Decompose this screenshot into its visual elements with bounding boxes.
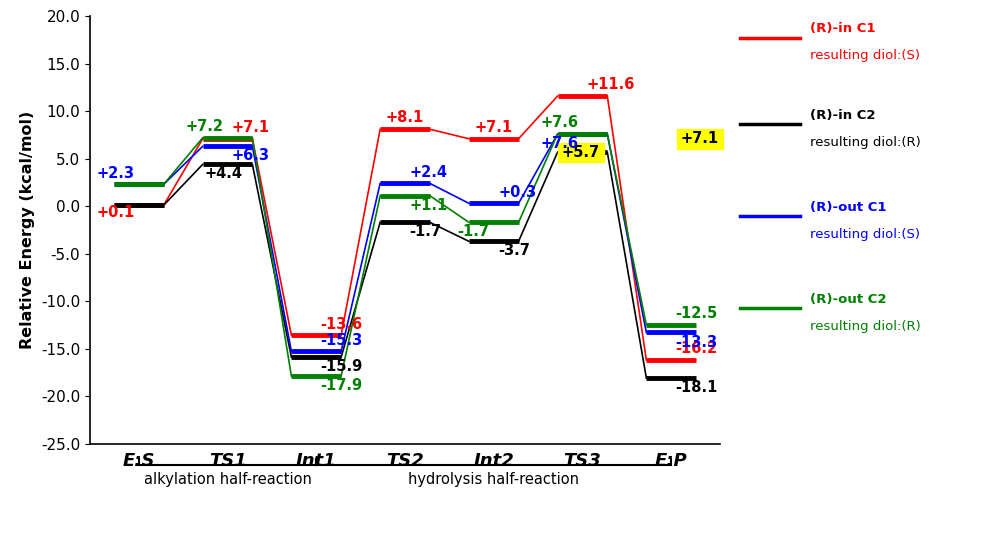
Text: +7.6: +7.6: [540, 115, 578, 130]
Text: -15.9: -15.9: [321, 359, 363, 374]
Text: -3.7: -3.7: [498, 243, 530, 259]
Text: +11.6: +11.6: [587, 77, 635, 92]
Text: +7.6: +7.6: [540, 136, 578, 151]
Text: +6.3: +6.3: [232, 148, 270, 163]
Text: -16.2: -16.2: [676, 341, 718, 356]
Text: (R)-out C2: (R)-out C2: [810, 293, 887, 306]
Text: +7.2: +7.2: [185, 119, 223, 134]
Text: +7.1: +7.1: [475, 120, 513, 135]
Text: -17.9: -17.9: [321, 378, 363, 393]
Text: +7.1: +7.1: [232, 120, 270, 135]
Text: (R)-in C1: (R)-in C1: [810, 22, 876, 35]
Text: -18.1: -18.1: [676, 380, 718, 395]
Text: -15.3: -15.3: [321, 333, 363, 348]
FancyBboxPatch shape: [677, 129, 723, 149]
Text: (R)-out C1: (R)-out C1: [810, 201, 887, 214]
Text: +0.1: +0.1: [96, 206, 134, 220]
Text: +4.4: +4.4: [204, 167, 242, 181]
Text: +8.1: +8.1: [386, 110, 424, 126]
Text: -1.7: -1.7: [409, 225, 441, 240]
Text: (R)-in C2: (R)-in C2: [810, 109, 876, 122]
Text: resulting diol:(S): resulting diol:(S): [810, 228, 920, 241]
Text: -1.7: -1.7: [457, 225, 489, 240]
Text: -13.3: -13.3: [676, 334, 718, 349]
Text: resulting diol:(S): resulting diol:(S): [810, 49, 920, 62]
FancyBboxPatch shape: [558, 142, 604, 162]
Text: +2.3: +2.3: [96, 166, 134, 181]
Text: alkylation half-reaction: alkylation half-reaction: [144, 472, 311, 487]
Text: +5.7: +5.7: [562, 144, 600, 160]
Text: +7.1: +7.1: [681, 131, 719, 146]
Text: resulting diol:(R): resulting diol:(R): [810, 320, 921, 333]
Text: +0.3: +0.3: [498, 184, 536, 200]
Y-axis label: Relative Energy (kcal/mol): Relative Energy (kcal/mol): [20, 111, 35, 349]
Text: -13.6: -13.6: [321, 316, 363, 332]
Text: +1.1: +1.1: [409, 198, 448, 213]
Text: -12.5: -12.5: [676, 306, 718, 321]
Text: +2.4: +2.4: [409, 164, 447, 180]
Text: hydrolysis half-reaction: hydrolysis half-reaction: [408, 472, 579, 487]
Text: resulting diol:(R): resulting diol:(R): [810, 136, 921, 149]
